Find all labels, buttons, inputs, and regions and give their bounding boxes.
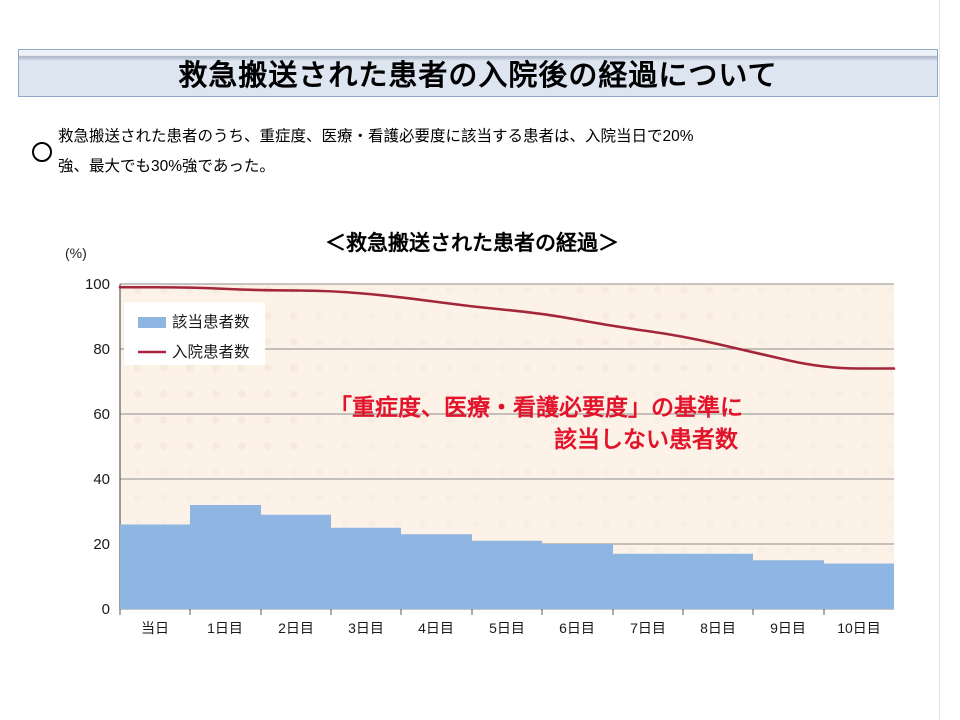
svg-text:3日目: 3日目 xyxy=(348,620,384,636)
svg-text:2日目: 2日目 xyxy=(278,620,314,636)
svg-text:該当しない患者数: 該当しない患者数 xyxy=(554,426,739,452)
svg-text:4日目: 4日目 xyxy=(418,620,454,636)
svg-text:100: 100 xyxy=(85,276,110,293)
svg-text:6日目: 6日目 xyxy=(559,620,595,636)
svg-text:「重症度、医療・看護必要度」の基準に: 「重症度、医療・看護必要度」の基準に xyxy=(329,394,743,420)
svg-text:80: 80 xyxy=(93,341,110,358)
svg-text:60: 60 xyxy=(93,406,110,423)
svg-text:7日目: 7日目 xyxy=(630,620,666,636)
svg-text:1日目: 1日目 xyxy=(207,620,243,636)
svg-text:入院患者数: 入院患者数 xyxy=(172,342,250,361)
svg-text:20: 20 xyxy=(93,536,110,553)
svg-text:8日目: 8日目 xyxy=(700,620,736,636)
svg-text:40: 40 xyxy=(93,471,110,488)
svg-text:5日目: 5日目 xyxy=(489,620,525,636)
svg-text:9日目: 9日目 xyxy=(770,620,806,636)
svg-text:0: 0 xyxy=(102,601,110,618)
svg-text:当日: 当日 xyxy=(141,620,169,636)
svg-text:該当患者数: 該当患者数 xyxy=(172,313,250,331)
svg-text:10日目: 10日目 xyxy=(837,620,881,636)
